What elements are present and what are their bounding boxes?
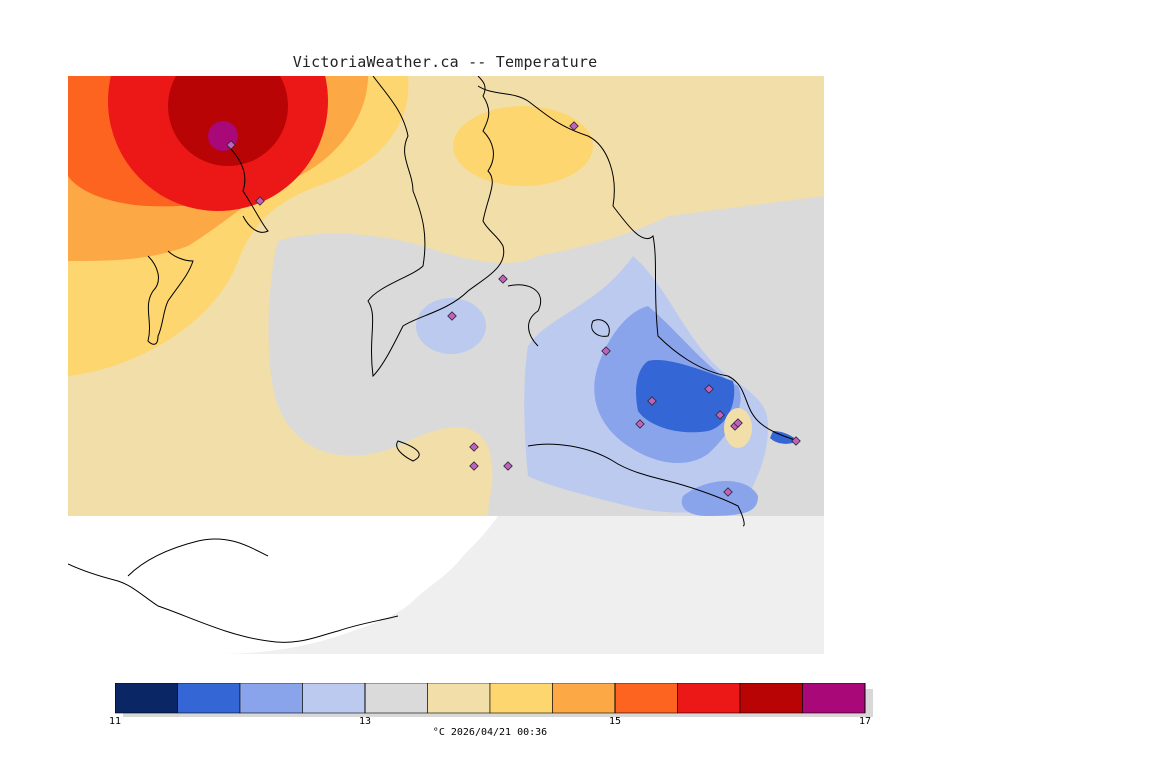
station-marker [498, 274, 508, 284]
contour-14-0-ne [453, 106, 593, 186]
map-title: VictoriaWeather.ca -- Temperature [292, 53, 598, 71]
contour-16-0 [168, 76, 288, 166]
station-marker [469, 461, 479, 471]
station-marker [255, 196, 265, 206]
station-marker [601, 346, 611, 356]
station-marker [635, 419, 645, 429]
legend-bin [239, 683, 303, 714]
legend-bin [115, 683, 178, 714]
legend-bin [614, 683, 678, 714]
temperature-map[interactable] [68, 76, 824, 654]
legend-tick-label: 15 [609, 716, 622, 727]
station-marker [447, 311, 457, 321]
station-marker [569, 121, 579, 131]
contour-11-5-tip [770, 431, 798, 444]
station-marker [647, 396, 657, 406]
legend-tick-label: 13 [359, 716, 372, 727]
legend-tick-label: 17 [859, 716, 872, 727]
legend-bin [739, 683, 803, 714]
legend-bin [677, 683, 741, 714]
legend-bin [302, 683, 366, 714]
legend-bin [427, 683, 491, 714]
station-marker [704, 384, 714, 394]
legend-bin [364, 683, 428, 714]
station-marker [469, 442, 479, 452]
coastlines [68, 76, 799, 643]
station-marker [733, 418, 743, 428]
contour-13-5-spot [724, 408, 752, 448]
no-data-land [68, 516, 498, 654]
legend-bins [115, 683, 866, 714]
station-marker [723, 487, 733, 497]
legend-ticks [115, 683, 866, 713]
station-marker [715, 410, 725, 420]
temperature-contours [68, 76, 824, 516]
station-marker [503, 461, 513, 471]
legend-tick-label: 11 [109, 716, 122, 727]
legend-bin [552, 683, 616, 714]
legend-bin [489, 683, 553, 714]
color-legend [115, 683, 873, 717]
legend-bin [177, 683, 241, 714]
station-marker [791, 436, 801, 446]
station-markers [226, 121, 801, 497]
legend-bin [802, 683, 866, 714]
station-marker [226, 140, 236, 150]
contour-11-5 [636, 360, 735, 433]
legend-caption: °C 2026/04/21 00:36 [432, 727, 548, 738]
contour-12-5-central [416, 298, 486, 354]
